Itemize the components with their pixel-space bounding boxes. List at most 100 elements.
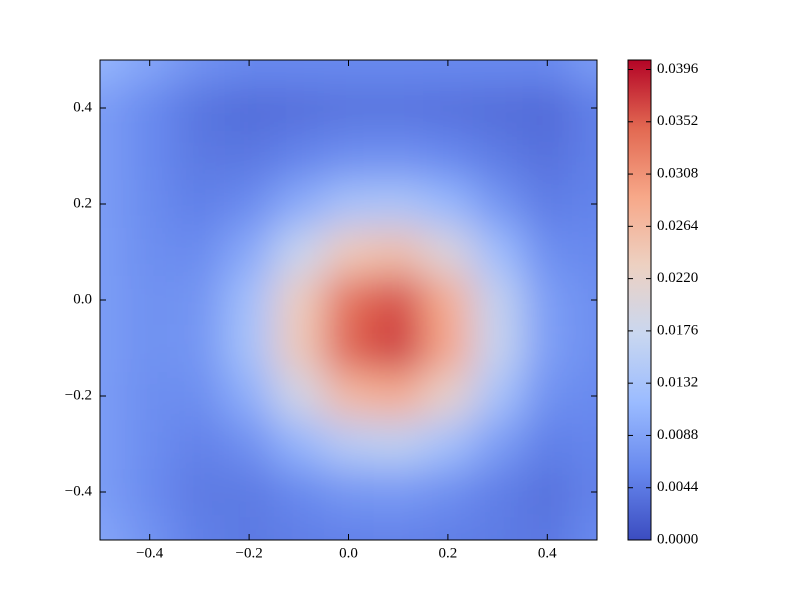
heat-cell xyxy=(174,60,226,85)
colorbar-tick-label: 0.0132 xyxy=(657,375,698,391)
heat-cell xyxy=(174,132,226,181)
heat-cell xyxy=(423,372,474,421)
heat-cell xyxy=(124,84,176,133)
heat-cell xyxy=(224,420,275,469)
heat-cell xyxy=(522,180,574,229)
heat-cell xyxy=(323,276,375,325)
y-tick-label: −0.4 xyxy=(65,483,93,499)
heat-cell xyxy=(273,276,325,325)
heat-cell xyxy=(224,228,275,277)
x-tick-label: −0.4 xyxy=(136,545,164,561)
heat-cell xyxy=(373,228,425,277)
heat-cell xyxy=(273,228,325,277)
heat-cell xyxy=(373,420,425,469)
heat-cell xyxy=(423,276,474,325)
heat-cell xyxy=(224,60,275,85)
heat-cell xyxy=(472,132,524,181)
y-tick-label: 0.4 xyxy=(73,99,92,115)
heat-cell xyxy=(124,228,176,277)
heat-cell xyxy=(224,180,275,229)
heat-cell xyxy=(472,180,524,229)
heat-cell xyxy=(224,468,275,517)
heat-cell xyxy=(572,228,597,277)
heatmap xyxy=(100,60,597,540)
heat-cell xyxy=(323,132,375,181)
heat-cell xyxy=(100,516,126,540)
heat-cell xyxy=(423,324,474,373)
heat-cell xyxy=(174,324,226,373)
heat-cell xyxy=(100,60,126,85)
x-tick-label: 0.4 xyxy=(538,545,557,561)
heat-cell xyxy=(522,276,574,325)
heat-cell xyxy=(373,84,425,133)
heat-cell xyxy=(522,372,574,421)
heat-cell xyxy=(472,420,524,469)
heat-cell xyxy=(572,516,597,540)
heat-cell xyxy=(373,60,425,85)
heat-cell xyxy=(174,276,226,325)
heat-cell xyxy=(100,132,126,181)
heat-cell xyxy=(224,276,275,325)
heat-cell xyxy=(100,324,126,373)
colorbar-tick-label: 0.0088 xyxy=(657,427,698,443)
heat-cell xyxy=(124,372,176,421)
x-tick-label: 0.0 xyxy=(339,545,358,561)
y-tick-label: 0.2 xyxy=(73,195,92,211)
heat-cell xyxy=(124,420,176,469)
heat-cell xyxy=(100,228,126,277)
heat-cell xyxy=(373,180,425,229)
plot-clip xyxy=(100,60,597,540)
heat-cell xyxy=(124,468,176,517)
heat-cell xyxy=(323,372,375,421)
heat-cell xyxy=(323,420,375,469)
heat-cell xyxy=(472,468,524,517)
heat-cell xyxy=(572,132,597,181)
y-tick-label: −0.2 xyxy=(65,387,92,403)
heat-cell xyxy=(323,228,375,277)
heat-cell xyxy=(472,60,524,85)
heat-cell xyxy=(273,132,325,181)
heat-cell xyxy=(224,372,275,421)
heat-cell xyxy=(472,276,524,325)
heat-cell xyxy=(572,420,597,469)
heat-cell xyxy=(522,84,574,133)
colorbar-tick-label: 0.0176 xyxy=(657,322,699,338)
heat-cell xyxy=(273,372,325,421)
colorbar-tick-label: 0.0396 xyxy=(657,61,699,77)
heat-cell xyxy=(472,324,524,373)
heat-cell xyxy=(323,60,375,85)
heat-cell xyxy=(323,84,375,133)
heat-cell xyxy=(273,468,325,517)
heat-cell xyxy=(472,372,524,421)
colorbar-tick-label: 0.0264 xyxy=(657,218,699,234)
heat-cell xyxy=(423,84,474,133)
heat-cell xyxy=(224,324,275,373)
heat-cell xyxy=(472,84,524,133)
heat-cell xyxy=(522,516,574,540)
heat-cell xyxy=(522,468,574,517)
heat-cell xyxy=(224,84,275,133)
heat-cell xyxy=(323,468,375,517)
heat-cell xyxy=(522,324,574,373)
heat-cell xyxy=(423,180,474,229)
heat-cell xyxy=(124,180,176,229)
heat-cell xyxy=(124,132,176,181)
heat-cell xyxy=(572,324,597,373)
heat-cell xyxy=(522,228,574,277)
heat-cell xyxy=(124,60,176,85)
colorbar-tick-label: 0.0044 xyxy=(657,479,699,495)
colorbar-tick-label: 0.0308 xyxy=(657,165,698,181)
heat-cell xyxy=(224,132,275,181)
y-tick-label: 0.0 xyxy=(73,291,92,307)
heat-cell xyxy=(373,276,425,325)
colorbar-tick-label: 0.0220 xyxy=(657,270,698,286)
heat-cell xyxy=(273,516,325,540)
heat-cell xyxy=(174,180,226,229)
heat-cell xyxy=(373,516,425,540)
heat-cell xyxy=(124,324,176,373)
heat-cell xyxy=(522,132,574,181)
heat-cell xyxy=(472,228,524,277)
heat-cell xyxy=(522,60,574,85)
heat-cell xyxy=(423,60,474,85)
